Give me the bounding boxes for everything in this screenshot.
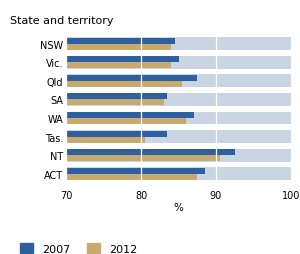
Bar: [66, 63, 171, 69]
Bar: [66, 100, 164, 106]
Bar: [66, 75, 291, 88]
Bar: [66, 118, 186, 124]
Bar: [66, 93, 291, 106]
Bar: [66, 38, 175, 44]
X-axis label: %: %: [174, 202, 183, 212]
Bar: [66, 168, 205, 174]
Bar: [66, 44, 171, 50]
Bar: [66, 168, 291, 180]
Bar: [66, 82, 182, 87]
Bar: [66, 57, 178, 63]
Bar: [66, 155, 220, 162]
Bar: [66, 112, 291, 125]
Bar: [66, 56, 291, 69]
Text: State and territory: State and territory: [10, 15, 113, 26]
Legend: 2007, 2012: 2007, 2012: [15, 239, 142, 254]
Bar: [66, 149, 291, 162]
Bar: [66, 137, 145, 143]
Bar: [66, 113, 194, 118]
Bar: [66, 75, 197, 82]
Bar: [66, 131, 167, 137]
Bar: [66, 174, 197, 180]
Bar: [66, 38, 291, 51]
Bar: [66, 94, 167, 100]
Bar: [66, 131, 291, 144]
Bar: [66, 150, 235, 155]
